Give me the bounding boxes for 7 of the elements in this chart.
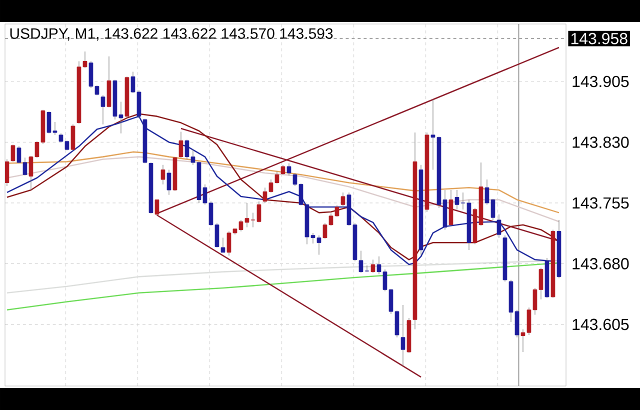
y-tick-label: 143.830	[572, 136, 629, 148]
y-tick-label: 143.755	[572, 197, 629, 209]
ref-line-label: 143.958	[571, 32, 628, 44]
y-tick-label: 143.605	[572, 318, 629, 330]
y-tick-label: 143.680	[572, 258, 629, 270]
y-tick-label: 143.905	[572, 76, 629, 88]
chart-title: USDJPY, M1, 143.622 143.622 143.570 143.593	[10, 28, 333, 41]
